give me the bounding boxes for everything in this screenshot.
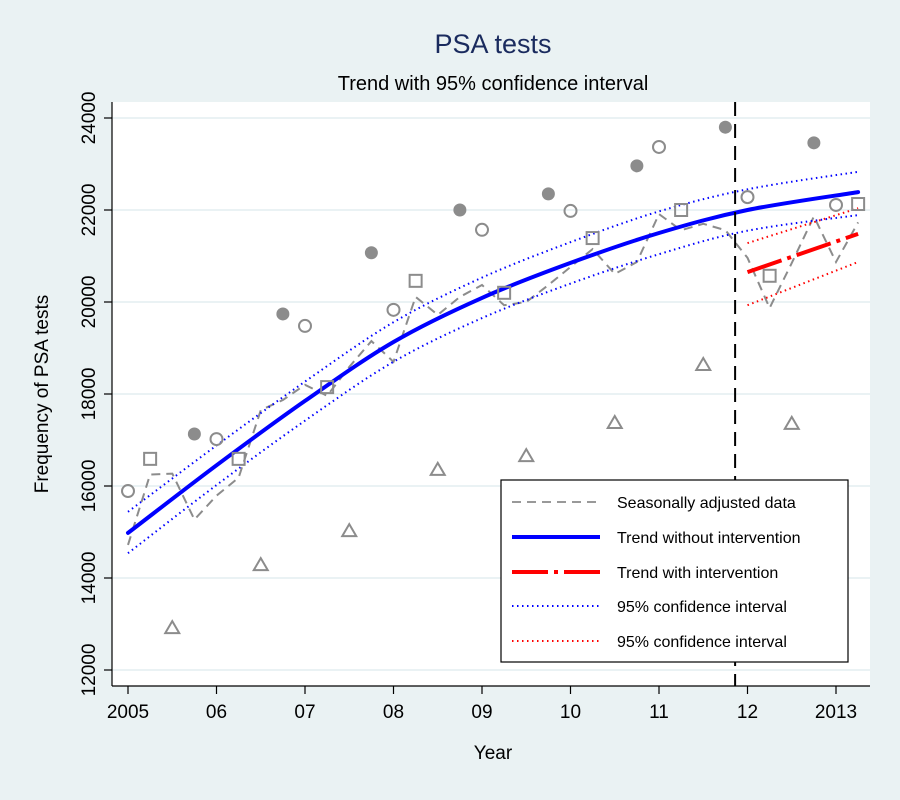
- x-tick-label: 11: [649, 702, 669, 723]
- x-tick-label: 10: [560, 702, 581, 723]
- data-point-filled-circle: [187, 427, 201, 441]
- data-point-filled-circle: [276, 307, 290, 321]
- legend-label-ci-red: 95% confidence interval: [617, 634, 787, 651]
- legend-box: [500, 479, 849, 663]
- x-axis-ticks: 2005 06 07 08 09 10 11 12 2013: [107, 686, 857, 723]
- data-point-filled-circle: [718, 120, 732, 134]
- legend-label-trend: Trend without intervention: [617, 530, 801, 547]
- x-tick-label: 07: [294, 702, 315, 723]
- data-point-square: [408, 273, 423, 288]
- data-point-square: [320, 380, 335, 395]
- y-tick-label: 12000: [79, 644, 100, 697]
- data-point-square: [497, 285, 512, 300]
- data-point-triangle: [163, 619, 181, 635]
- x-tick-label: 12: [737, 702, 758, 723]
- chart-title: PSA tests: [434, 29, 551, 59]
- data-point-square: [585, 231, 600, 246]
- data-point-triangle: [606, 413, 624, 429]
- data-point-circle: [121, 484, 135, 499]
- data-point-circle: [563, 203, 578, 218]
- trend-without-intervention-line: [126, 190, 861, 535]
- y-tick-label: 24000: [79, 92, 100, 145]
- data-point-circle: [740, 190, 755, 205]
- data-point-circle: [386, 302, 401, 317]
- x-tick-label: 09: [471, 702, 492, 723]
- data-point-filled-circle: [541, 187, 555, 201]
- data-point-circle: [829, 197, 843, 212]
- legend-label-intervention: Trend with intervention: [617, 565, 778, 582]
- data-point-filled-circle: [807, 136, 821, 150]
- x-tick-label: 06: [206, 702, 227, 723]
- data-point-square: [762, 268, 777, 283]
- data-point-triangle: [252, 556, 270, 572]
- trend-with-intervention-line: [746, 232, 859, 274]
- data-point-square: [143, 451, 158, 466]
- data-point-square: [674, 203, 689, 217]
- ci-blue-lower-line: [127, 214, 859, 554]
- x-axis-title: Year: [474, 743, 513, 764]
- y-axis-title: Frequency of PSA tests: [32, 295, 53, 494]
- data-point-triangle: [517, 447, 535, 463]
- data-point-circle: [298, 318, 312, 333]
- data-point-triangle: [694, 356, 712, 372]
- data-point-filled-circle: [364, 246, 378, 260]
- observed-points: [121, 120, 866, 635]
- x-tick-label: 2005: [107, 702, 149, 723]
- y-tick-label: 22000: [79, 184, 100, 237]
- y-axis-ticks: 12000 14000 16000 18000 20000 22000 24000: [79, 92, 112, 697]
- data-point-triangle: [340, 522, 358, 538]
- x-tick-label: 2013: [815, 702, 857, 723]
- legend: Seasonally adjusted data Trend without i…: [500, 479, 849, 663]
- y-tick-label: 20000: [79, 276, 100, 329]
- x-tick-label: 08: [383, 702, 404, 723]
- y-tick-label: 16000: [79, 460, 100, 513]
- data-point-square: [851, 197, 866, 212]
- chart-subtitle: Trend with 95% confidence interval: [338, 73, 649, 95]
- legend-label-seasonal: Seasonally adjusted data: [617, 495, 796, 512]
- data-point-filled-circle: [630, 159, 644, 173]
- data-point-circle: [475, 222, 489, 237]
- data-point-circle: [209, 432, 224, 447]
- y-tick-label: 18000: [79, 368, 100, 421]
- data-point-triangle: [429, 460, 447, 476]
- data-point-square: [231, 451, 246, 466]
- data-point-triangle: [783, 414, 801, 430]
- legend-label-ci-blue: 95% confidence interval: [617, 599, 787, 616]
- data-point-filled-circle: [453, 203, 467, 217]
- data-point-circle: [652, 139, 666, 154]
- y-tick-label: 14000: [79, 552, 100, 605]
- series-layer: [126, 170, 861, 554]
- ci-blue-upper-line: [127, 170, 859, 513]
